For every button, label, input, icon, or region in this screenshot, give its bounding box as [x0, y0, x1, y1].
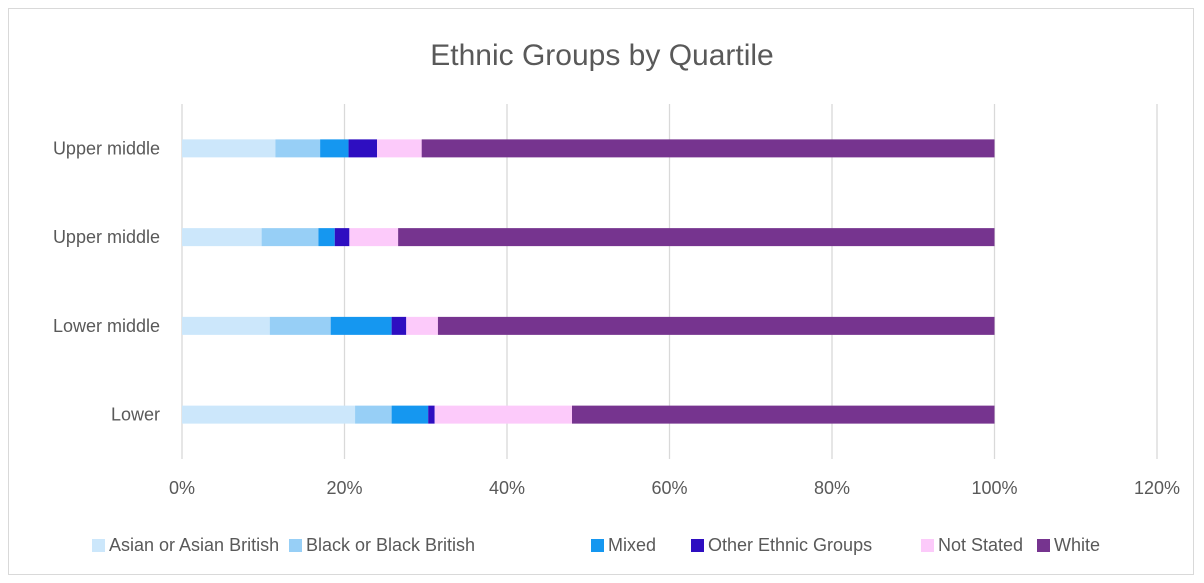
bars	[182, 139, 995, 424]
bar-segment-not-stated	[377, 139, 422, 158]
bar-segment-black-or-black-british	[355, 405, 392, 424]
legend-label: Asian or Asian British	[109, 535, 279, 555]
bar-segment-asian-or-asian-british	[182, 405, 356, 424]
legend-label: Mixed	[608, 535, 656, 555]
bar-segment-not-stated	[349, 228, 399, 247]
chart-svg: Ethnic Groups by Quartile Lower Lower mid…	[53, 39, 1180, 555]
x-tick-label: 60%	[651, 478, 687, 498]
y-category-label: Upper middle	[53, 138, 160, 158]
bar-segment-asian-or-asian-british	[182, 316, 270, 335]
legend-label: Black or Black British	[306, 535, 475, 555]
x-tick-label: 20%	[326, 478, 362, 498]
bar-segment-white	[437, 316, 995, 335]
legend-swatch	[591, 539, 604, 552]
bar-segment-white	[421, 139, 995, 158]
bar-segment-mixed	[320, 139, 349, 158]
x-tick-label: 80%	[814, 478, 850, 498]
chart-title: Ethnic Groups by Quartile	[430, 39, 774, 72]
legend-swatch	[1037, 539, 1050, 552]
bar-segment-mixed	[391, 405, 429, 424]
bar-segment-asian-or-asian-british	[182, 228, 262, 247]
x-tick-label: 0%	[169, 478, 195, 498]
legend-swatch	[691, 539, 704, 552]
bar-segment-asian-or-asian-british	[182, 139, 276, 158]
bar-segment-black-or-black-british	[269, 316, 331, 335]
bar-segment-other-ethnic-groups	[428, 405, 435, 424]
bar-segment-not-stated	[434, 405, 572, 424]
x-axis-labels: 0% 20% 40% 60% 80% 100% 120%	[169, 478, 1180, 498]
bar-segment-mixed	[318, 228, 335, 247]
legend-label: Not Stated	[938, 535, 1023, 555]
x-tick-label: 40%	[489, 478, 525, 498]
legend-swatch	[921, 539, 934, 552]
bar-segment-white	[398, 228, 995, 247]
y-category-label: Lower middle	[53, 316, 160, 336]
bar-segment-black-or-black-british	[275, 139, 321, 158]
y-category-label: Lower	[111, 405, 160, 425]
x-tick-label: 120%	[1134, 478, 1180, 498]
x-tick-label: 100%	[971, 478, 1017, 498]
y-axis-labels: Lower Lower middle Upper middle Upper middl…	[53, 138, 160, 424]
bar-segment-mixed	[330, 316, 392, 335]
bar-segment-other-ethnic-groups	[334, 228, 350, 247]
legend: Asian or Asian British Black or Black Bri…	[92, 535, 1100, 555]
legend-label: White	[1054, 535, 1100, 555]
bar-segment-black-or-black-british	[261, 228, 319, 247]
gridlines	[181, 104, 1158, 459]
bar-segment-other-ethnic-groups	[391, 316, 407, 335]
bar-segment-not-stated	[406, 316, 438, 335]
chart-area: Ethnic Groups by Quartile Lower Lower mid…	[8, 8, 1194, 575]
bar-segment-other-ethnic-groups	[348, 139, 377, 158]
y-category-label: Upper middle	[53, 227, 160, 247]
bar-segment-white	[572, 405, 995, 424]
legend-swatch	[289, 539, 302, 552]
legend-swatch	[92, 539, 105, 552]
legend-label: Other Ethnic Groups	[708, 535, 872, 555]
